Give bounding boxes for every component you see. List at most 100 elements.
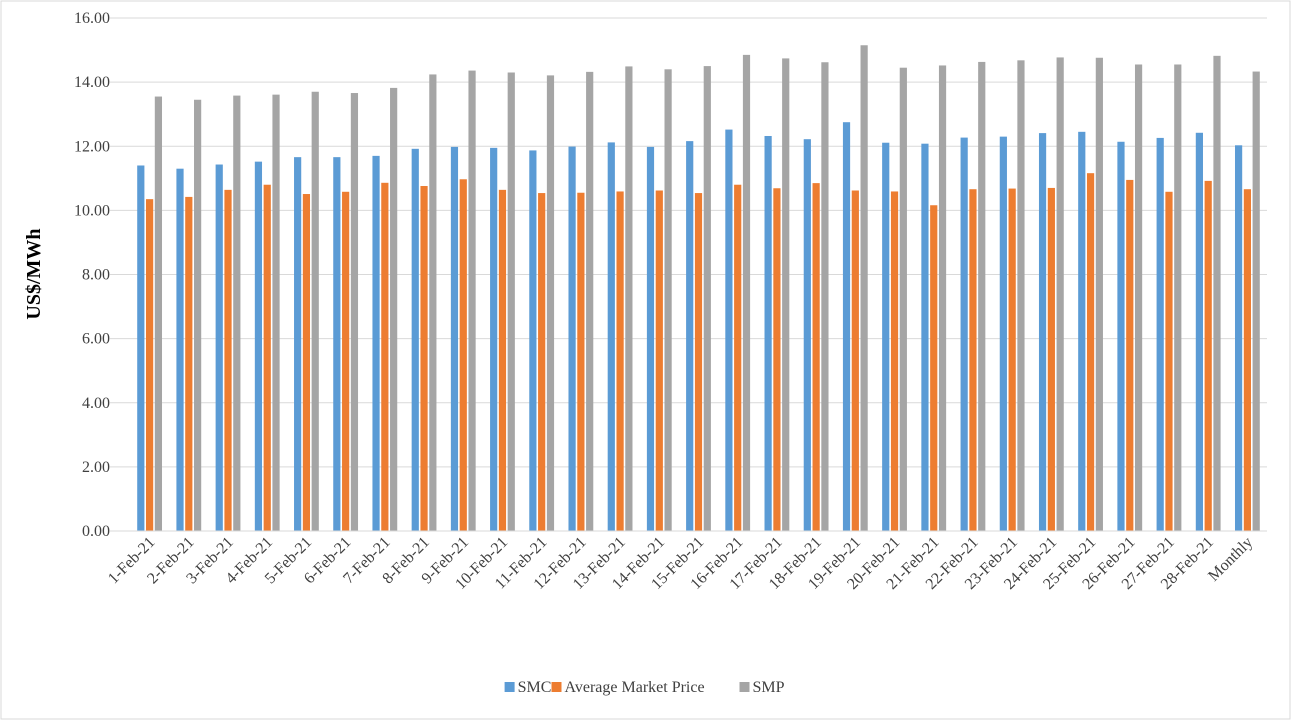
bar (607, 142, 615, 531)
bar (194, 99, 202, 532)
bar (1234, 145, 1243, 531)
bar (490, 147, 498, 531)
bar (921, 143, 929, 531)
y-tick-label: 0.00 (82, 523, 110, 540)
bar (1243, 189, 1251, 531)
bar (978, 61, 986, 531)
bar (498, 189, 507, 532)
bar (333, 157, 341, 531)
bar (969, 189, 977, 531)
bar (342, 191, 350, 531)
bar (1078, 131, 1086, 531)
bar (860, 45, 868, 532)
bar (215, 164, 223, 531)
y-tick-label: 16.00 (74, 10, 110, 27)
bar (803, 139, 811, 532)
bar (899, 67, 907, 532)
bar (1126, 179, 1134, 531)
bar (782, 58, 790, 532)
bar (546, 75, 555, 531)
bar (764, 135, 772, 532)
bar (616, 191, 624, 531)
bar (390, 87, 398, 532)
bar (694, 193, 703, 531)
bar (812, 183, 820, 531)
bar (821, 62, 829, 532)
bar (372, 155, 380, 531)
bar (411, 148, 419, 531)
bar (1213, 55, 1221, 532)
bar (429, 74, 437, 532)
bar (999, 136, 1007, 531)
bar (507, 72, 515, 531)
bar (137, 165, 145, 532)
bar (1252, 71, 1260, 531)
bar (1038, 133, 1047, 531)
bar (254, 161, 263, 531)
bar (882, 142, 890, 531)
bar (154, 96, 163, 531)
bar (938, 65, 947, 531)
bar (185, 196, 193, 531)
bar (890, 191, 899, 531)
legend-swatch (504, 682, 515, 692)
bar (420, 186, 428, 531)
bar (1195, 132, 1203, 531)
bar (146, 199, 154, 531)
bar (233, 95, 241, 531)
y-axis-title: US$/MWh (23, 228, 45, 319)
bar (703, 66, 711, 531)
bar (1008, 188, 1016, 531)
bar (960, 137, 968, 531)
bar (1204, 180, 1212, 531)
bar (263, 184, 271, 531)
bar (224, 189, 232, 532)
y-tick-label: 12.00 (74, 138, 110, 155)
bar (538, 193, 546, 531)
bar (459, 179, 467, 532)
legend-label: Average Market Price (565, 679, 705, 696)
bar (529, 150, 537, 531)
bar (1095, 57, 1103, 531)
bar (568, 146, 576, 531)
legend-label: SMP (753, 679, 785, 696)
bar (294, 157, 302, 531)
bar (1134, 64, 1143, 531)
y-tick-label: 6.00 (82, 331, 110, 348)
bar (725, 129, 733, 531)
bar (734, 184, 742, 531)
y-tick-label: 8.00 (82, 267, 110, 284)
bar (586, 71, 594, 532)
legend-label: SMC (518, 679, 552, 696)
bar (1156, 137, 1164, 531)
bar (272, 94, 280, 532)
bar (350, 93, 359, 532)
bar (381, 182, 389, 531)
bar (625, 66, 633, 532)
bar (577, 192, 585, 531)
bar (468, 70, 476, 532)
bar (664, 69, 672, 532)
y-tick-label: 4.00 (82, 395, 110, 412)
legend-swatch (551, 682, 562, 692)
bar (176, 168, 184, 531)
y-tick-label: 2.00 (82, 459, 110, 476)
bar (742, 54, 751, 531)
bar (1174, 64, 1182, 531)
bar (851, 190, 859, 531)
bar (1047, 187, 1055, 531)
y-tick-label: 14.00 (74, 74, 110, 91)
bar (311, 91, 319, 532)
y-tick-label: 10.00 (74, 202, 110, 219)
bar (1056, 57, 1064, 531)
bar (686, 141, 694, 531)
bar (302, 194, 311, 531)
bar (655, 190, 663, 531)
bar (773, 188, 781, 531)
bar (1117, 141, 1125, 532)
bar (930, 205, 938, 531)
bar (646, 146, 655, 532)
bar (1165, 191, 1173, 531)
bar (842, 122, 851, 531)
